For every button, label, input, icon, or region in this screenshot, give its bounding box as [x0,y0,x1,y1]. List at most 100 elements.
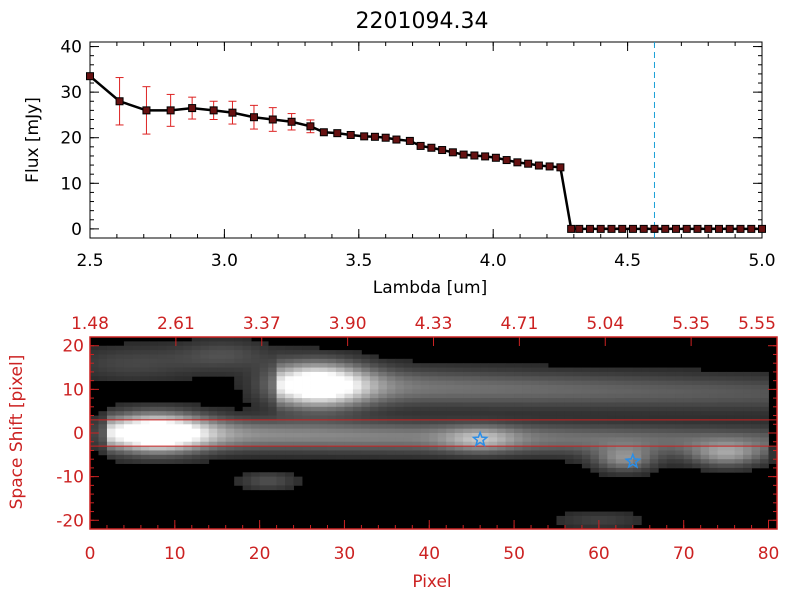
image-pixel [607,454,617,460]
image-pixel [531,402,540,408]
image-pixel [183,345,193,351]
image-pixel [369,446,379,451]
image-pixel [590,367,600,373]
image-pixel [123,406,133,412]
image-pixel [403,450,413,456]
image-pixel [454,419,464,425]
image-pixel [641,419,651,425]
image-pixel [709,398,719,403]
image-pixel [539,406,549,412]
image-pixel [310,350,320,355]
image-pixel [539,398,549,403]
image-pixel [157,428,167,434]
image-pixel [505,411,515,416]
image-pixel [98,345,108,351]
image-pixel [497,367,506,373]
image-pixel [471,424,481,430]
image-pixel [225,345,235,351]
image-pixel [429,441,439,447]
image-pixel [106,345,116,351]
y-axis-label: Flux [mJy] [23,97,43,183]
image-pixel [624,376,634,382]
image-pixel [649,459,659,464]
image-pixel [242,433,252,438]
image-pixel [429,402,439,408]
image-pixel [166,415,176,421]
image-pixel [327,393,337,399]
image-pixel [149,433,159,438]
image-pixel [454,363,464,368]
image-pixel [234,446,244,451]
image-pixel [310,354,320,360]
image-pixel [200,446,210,451]
image-pixel [132,424,142,430]
image-pixel [302,419,311,425]
image-pixel [378,428,388,434]
image-pixel [183,341,193,347]
image-pixel [641,446,651,451]
image-pixel [242,371,252,377]
image-pixel [174,433,184,438]
image-pixel [768,454,778,460]
image-pixel [641,428,651,434]
image-pixel [420,363,430,368]
image-pixel [683,376,693,382]
image-pixel [293,350,303,355]
image-pixel [378,411,388,416]
image-pixel [615,371,625,377]
image-pixel [200,354,210,360]
image-pixel [624,433,634,438]
image-pixel [310,419,320,425]
image-pixel [268,446,277,451]
image-pixel [386,454,396,460]
image-pixel [581,428,591,434]
image-pixel [217,446,227,451]
image-pixel [514,454,523,460]
image-pixel [615,385,625,390]
image-pixel [268,428,277,434]
x-tick-label: 2.5 [76,251,103,271]
image-pixel [149,371,159,377]
image-pixel [581,433,591,438]
image-pixel [649,411,659,416]
image-pixel [607,472,617,478]
image-pixel [302,402,311,408]
image-pixel [615,367,625,373]
image-pixel [225,371,235,377]
image-pixel [760,402,769,408]
image-pixel [106,441,116,447]
image-pixel [361,354,371,360]
image-pixel [293,345,303,351]
image-pixel [403,437,413,443]
image-pixel [581,376,591,382]
image-pixel [140,350,150,355]
image-pixel [149,428,159,434]
image-pixel [251,341,261,347]
image-pixel [369,376,379,382]
image-pixel [234,433,244,438]
image-pixel [683,371,693,377]
image-pixel [768,459,778,464]
image-pixel [675,463,685,469]
image-pixel [361,419,371,425]
image-pixel [726,437,735,443]
image-pixel [251,345,261,351]
image-pixel [471,450,481,456]
image-pixel [564,515,574,521]
image-pixel [446,437,456,443]
image-pixel [564,415,574,421]
image-pixel [531,437,540,443]
image-pixel [658,419,668,425]
image-pixel [514,437,523,443]
image-pixel [590,385,600,390]
image-pixel [700,433,710,438]
image-pixel [454,380,464,386]
image-pixel [242,454,252,460]
image-pixel [734,389,744,395]
image-pixel [319,428,328,434]
image-pixel [632,450,642,456]
spectral-image [90,337,778,530]
image-pixel [302,433,311,438]
image-pixel [666,441,676,447]
image-pixel [497,398,506,403]
